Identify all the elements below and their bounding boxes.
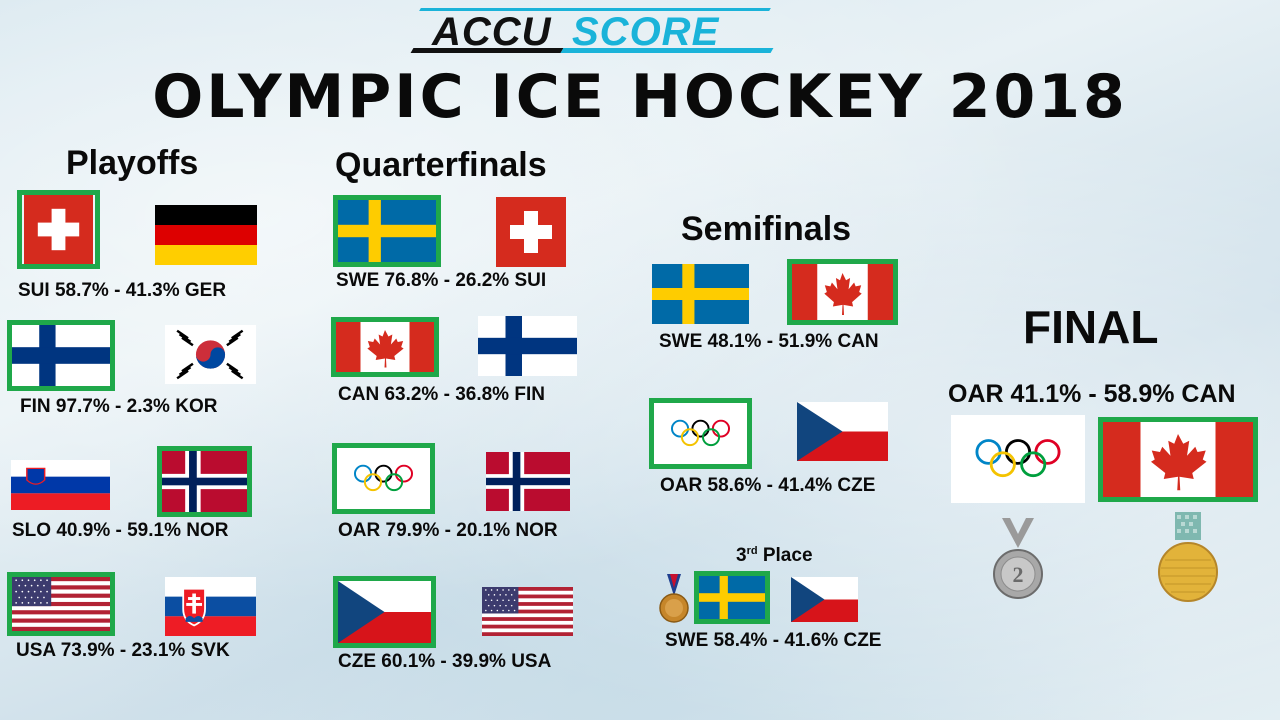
page-title: OLYMPIC ICE HOCKEY 2018 [152, 62, 1128, 132]
match-oar-nor: OAR 79.9% - 20.1% NOR [338, 520, 558, 541]
match-swe-sui: SWE 76.8% - 26.2% SUI [336, 270, 547, 291]
flag-nor [486, 452, 570, 511]
bronze-medal-icon [659, 574, 689, 626]
third-place-suffix: rd [746, 545, 758, 557]
flag-svk [165, 577, 256, 636]
silver-medal-numeral: 2 [1013, 562, 1024, 587]
flag-fin [478, 316, 577, 376]
flag-oar [649, 398, 752, 469]
flag-swe [333, 195, 441, 267]
match-sui-ger: SUI 58.7% - 41.3% GER [18, 280, 227, 301]
third-place-heading: 3rd Place [736, 545, 813, 567]
flag-kor [165, 325, 256, 384]
round-heading-semifinals: Semifinals [681, 210, 852, 248]
logo-underline-dark [410, 48, 564, 53]
flag-sui [495, 197, 567, 267]
flag-usa [482, 587, 573, 636]
flag-can [787, 259, 898, 325]
round-heading-quarterfinals: Quarterfinals [335, 146, 547, 184]
flag-fin [7, 320, 115, 391]
flag-can [1098, 417, 1258, 502]
match-swe-can: SWE 48.1% - 51.9% CAN [659, 331, 879, 352]
logo-score-text: SCORE [572, 10, 720, 54]
third-place-label: Place [757, 545, 813, 566]
flag-swe [694, 571, 770, 624]
flag-sui [17, 190, 100, 269]
flag-oar [332, 443, 435, 514]
flag-cze [797, 402, 888, 461]
match-slo-nor: SLO 40.9% - 59.1% NOR [12, 520, 229, 541]
flag-cze [791, 577, 858, 622]
match-oar-can-final: OAR 41.1% - 58.9% CAN [948, 380, 1236, 408]
flag-nor [157, 446, 252, 517]
match-swe-cze-bronze: SWE 58.4% - 41.6% CZE [665, 630, 882, 651]
flag-swe [652, 264, 749, 324]
match-can-fin: CAN 63.2% - 36.8% FIN [338, 384, 545, 405]
flag-cze [333, 576, 436, 648]
logo-underline-blue [560, 48, 774, 53]
match-cze-usa: CZE 60.1% - 39.9% USA [338, 651, 552, 672]
flag-slo [11, 460, 110, 510]
round-heading-playoffs: Playoffs [66, 144, 199, 182]
silver-medal-icon: 2 [990, 518, 1046, 602]
flag-usa [7, 572, 115, 636]
accuscore-logo: ACCU SCORE [410, 8, 782, 54]
round-heading-final: FINAL [1023, 301, 1159, 353]
logo-accu-text: ACCU [432, 10, 552, 54]
flag-can [331, 317, 439, 377]
match-oar-cze: OAR 58.6% - 41.4% CZE [660, 475, 876, 496]
flag-oar [951, 415, 1085, 503]
third-place-ordinal: 3 [736, 545, 747, 566]
flag-ger [155, 205, 257, 265]
gold-medal-icon [1155, 512, 1221, 604]
match-fin-kor: FIN 97.7% - 2.3% KOR [20, 396, 218, 417]
match-usa-svk: USA 73.9% - 23.1% SVK [16, 640, 230, 661]
